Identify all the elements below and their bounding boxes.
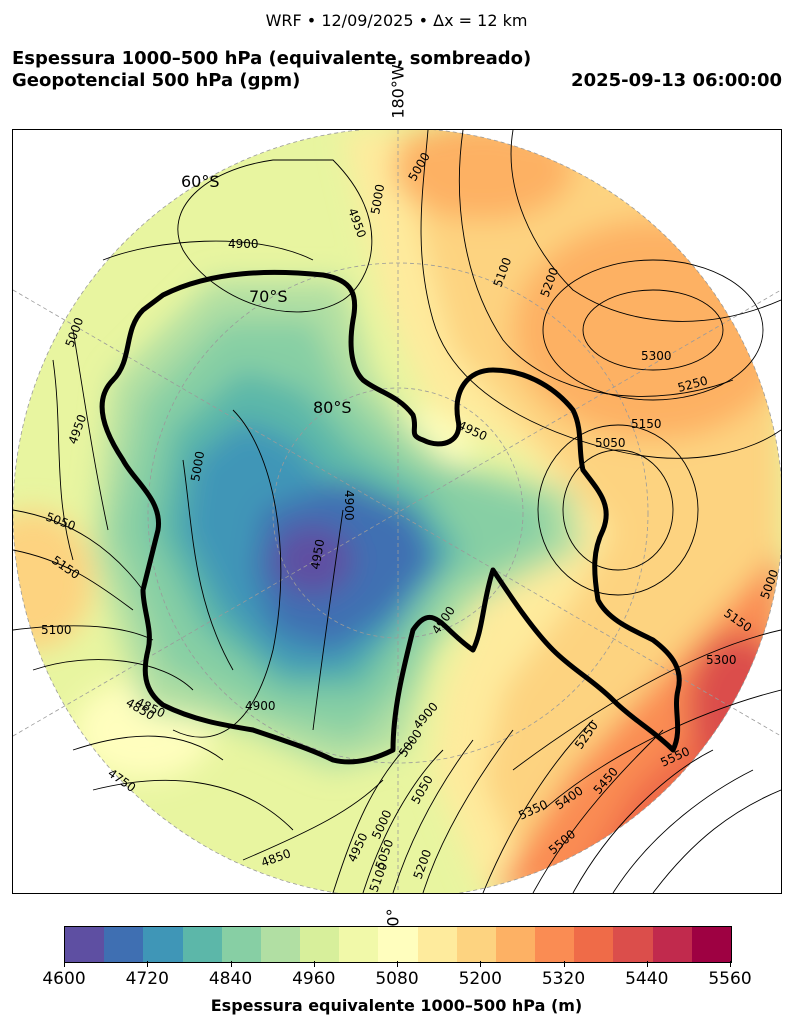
lat-label-70: 70°S (249, 287, 288, 306)
colorbar-segment (691, 927, 731, 962)
lat-label-80: 80°S (313, 398, 352, 417)
colorbar-segment (182, 927, 222, 962)
contour-label: 4900 (342, 490, 356, 521)
colorbar-segment (65, 927, 105, 962)
valid-time: 2025-09-13 06:00:00 (571, 70, 782, 91)
lon-label-bottom: 0° (383, 908, 403, 927)
colorbar-segment (260, 927, 301, 962)
lat-label-60: 60°S (181, 172, 220, 191)
map-title: Espessura 1000–500 hPa (equivalente, som… (12, 48, 531, 92)
colorbar-tick-label: 5560 (708, 969, 752, 989)
colorbar-tick-label: 5440 (625, 969, 669, 989)
lon-label-top: 180°W (388, 64, 408, 119)
latitude-labels: 60°S 70°S 80°S (181, 172, 352, 417)
colorbar-tick (230, 961, 232, 967)
graticule (13, 130, 781, 893)
colorbar-tick (563, 961, 565, 967)
contour-label: 4900 (245, 699, 276, 713)
colorbar-segment (652, 927, 692, 962)
contour-label: 5050 (595, 436, 626, 450)
geopotential-contours (13, 130, 781, 893)
contour-label: 5300 (706, 653, 737, 667)
contour-label: 5000 (188, 450, 207, 483)
title-line-1: Espessura 1000–500 hPa (equivalente, som… (12, 48, 532, 69)
colorbar-tick-label: 4960 (292, 969, 336, 989)
colorbar-tick-label: 5200 (458, 969, 502, 989)
contour-label: 4950 (308, 538, 327, 571)
contour-label: 5150 (631, 417, 662, 431)
map-panel: 5000 4950 5000 4900 5100 5200 5300 5250 … (12, 129, 782, 894)
contour-label: 5100 (41, 623, 72, 637)
colorbar-label: Espessura equivalente 1000–500 hPa (m) (210, 996, 583, 1015)
contour-label: 5000 (368, 183, 387, 216)
colorbar-segment (417, 927, 457, 962)
antarctica-coastline (99, 269, 682, 765)
colorbar-ticks (64, 961, 732, 971)
colorbar-segment (143, 927, 183, 962)
colorbar-segment (456, 927, 496, 962)
colorbar-tick (147, 961, 149, 967)
colorbar-tick (480, 961, 482, 967)
colorbar (64, 926, 732, 963)
colorbar-segment (339, 927, 379, 962)
map-svg: 5000 4950 5000 4900 5100 5200 5300 5250 … (13, 130, 781, 893)
colorbar-tick (646, 961, 648, 967)
contour-label: 5300 (641, 349, 672, 363)
colorbar-segment (221, 927, 261, 962)
colorbar-tick (397, 961, 398, 967)
colorbar-segment (378, 927, 418, 962)
colorbar-segment (535, 927, 575, 962)
colorbar-segment (300, 927, 340, 962)
colorbar-tick-label: 4720 (125, 969, 169, 989)
contour-label: 4900 (228, 237, 259, 251)
colorbar-tick-label: 4600 (42, 969, 86, 989)
colorbar-segment (495, 927, 536, 962)
colorbar-tick (64, 961, 65, 967)
colorbar-tick-label: 5320 (541, 969, 586, 989)
colorbar-tick (730, 961, 731, 967)
suptitle: WRF • 12/09/2025 • Δx = 12 km (265, 11, 528, 30)
colorbar-tick-label: 4840 (208, 969, 253, 989)
colorbar-tick (313, 961, 315, 967)
title-line-2: Geopotencial 500 hPa (gpm) (12, 70, 301, 91)
colorbar-segment (613, 927, 653, 962)
colorbar-segment (104, 927, 144, 962)
colorbar-tick-label: 5080 (375, 969, 419, 989)
colorbar-segment (574, 927, 614, 962)
